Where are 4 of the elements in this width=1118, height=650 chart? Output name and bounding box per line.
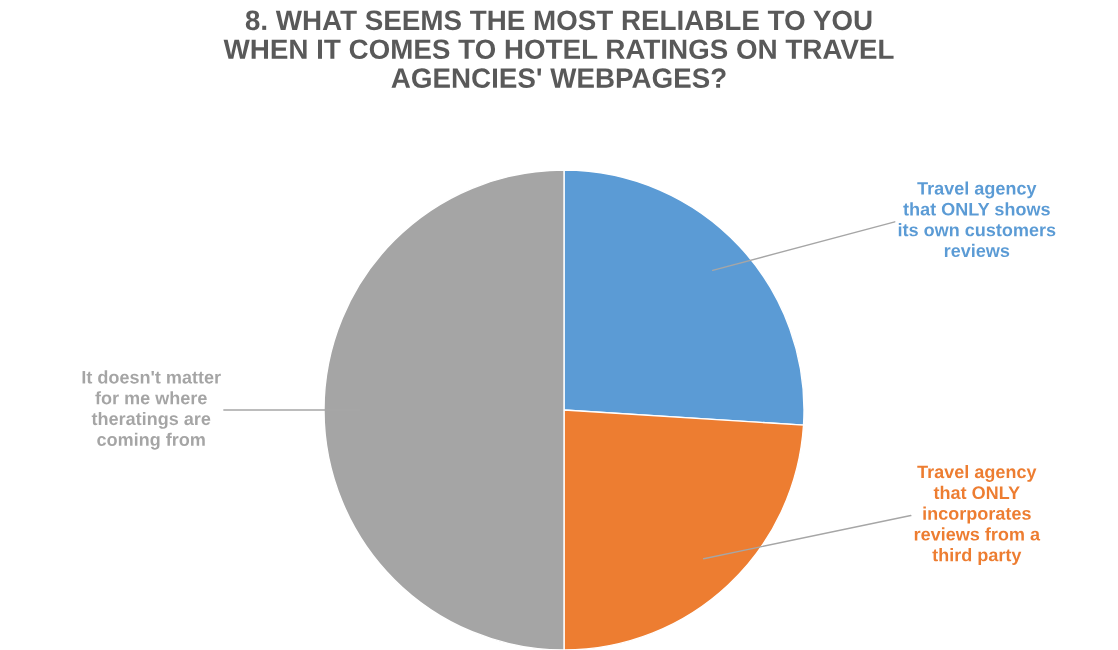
slice-label: Travel agency that ONLY incorporates reviews from a third party bbox=[914, 465, 1041, 565]
slice-label: Travel agency that ONLY shows its own customers reviews bbox=[898, 181, 1056, 258]
slice-label: It doesn't matter for me where theratings are coming from bbox=[82, 370, 221, 450]
chart-title: 8. WHAT SEEMS THE MOST RELIABLE TO YOU WHEN IT COMES TO HOTEL RATINGS ON TRAVEL AGENCIES' WEBPAGES? bbox=[223, 10, 894, 88]
